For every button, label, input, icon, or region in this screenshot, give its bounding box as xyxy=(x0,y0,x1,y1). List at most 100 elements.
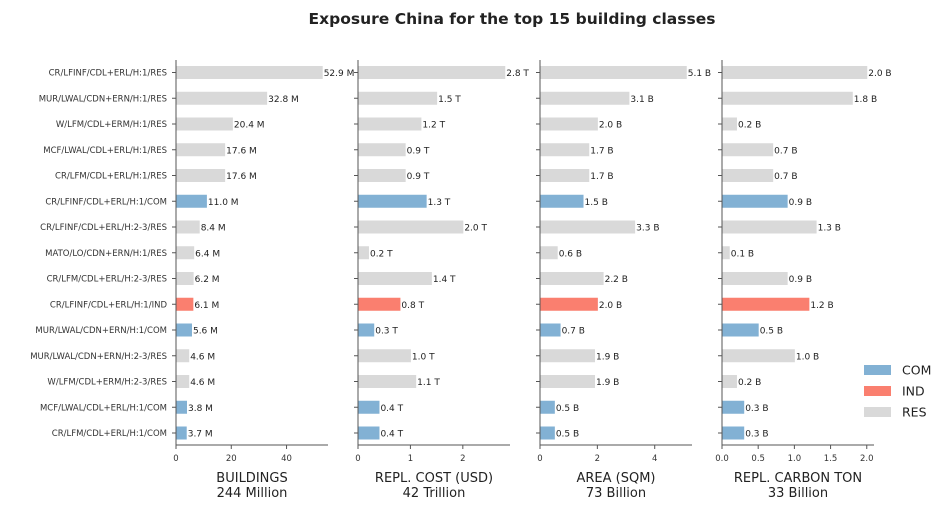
bar-value-label: 11.0 M xyxy=(208,198,239,208)
bar-value-label: 0.2 B xyxy=(738,378,761,388)
x-axis-label: REPL. COST (USD) xyxy=(375,471,493,486)
bar-res xyxy=(540,91,630,105)
x-axis-label: AREA (SQM) xyxy=(576,471,655,486)
bar-value-label: 0.7 B xyxy=(562,327,585,337)
bar-res xyxy=(540,349,595,363)
bar-value-label: 2.0 B xyxy=(599,301,622,311)
x-tick-label: 1.5 xyxy=(824,454,838,464)
bar-com xyxy=(176,194,207,208)
bar-res xyxy=(358,66,506,79)
bar-res xyxy=(176,91,268,105)
category-label: CR/LFM/CDL+ERL/H:1/COM xyxy=(52,429,167,439)
bar-value-label: 0.6 B xyxy=(559,249,582,259)
x-tick-label: 2 xyxy=(595,454,600,464)
bar-value-label: 20.4 M xyxy=(234,121,265,131)
bar-value-label: 3.8 M xyxy=(188,404,213,414)
x-tick-label: 0 xyxy=(355,454,360,464)
bar-res xyxy=(722,272,788,285)
legend: COM IND RES xyxy=(864,363,931,420)
x-axis-label: BUILDINGS xyxy=(216,471,287,486)
bar-value-label: 2.0 B xyxy=(868,69,891,79)
category-label: CR/LFINF/CDL+ERL/H:1/IND xyxy=(50,300,168,310)
category-label: W/LFM/CDL+ERM/H:1/RES xyxy=(56,120,167,130)
bar-com xyxy=(722,400,745,414)
bar-res xyxy=(540,220,636,234)
bar-res xyxy=(540,117,598,131)
bar-res xyxy=(722,220,817,234)
bar-res xyxy=(176,349,190,363)
x-tick-label: 2 xyxy=(460,454,465,464)
bar-res xyxy=(722,349,795,363)
bar-ind xyxy=(358,297,401,311)
x-axis-total: 42 Trillion xyxy=(403,486,466,501)
bar-value-label: 0.5 B xyxy=(556,404,579,414)
bar-value-label: 6.2 M xyxy=(195,275,220,285)
x-tick-label: 40 xyxy=(281,454,292,464)
bar-res xyxy=(358,169,406,182)
bar-value-label: 8.4 M xyxy=(201,224,226,234)
legend-swatch-com xyxy=(864,365,891,375)
bar-res xyxy=(722,91,853,105)
bar-res xyxy=(176,272,194,285)
bar-ind xyxy=(540,297,598,311)
bar-value-label: 52.9 M xyxy=(324,69,355,79)
x-tick-label: 1.0 xyxy=(788,454,802,464)
bar-value-label: 2.0 B xyxy=(599,121,622,131)
bar-value-label: 0.4 T xyxy=(380,430,403,440)
panel-2: 0 1 2 REPL. COST (USD)42 Trillion 2.8 T 1.5 T… xyxy=(354,60,529,501)
bar-com xyxy=(358,400,380,414)
category-label: MUR/LWAL/CDN+ERN/H:1/COM xyxy=(35,326,167,336)
bar-value-label: 0.3 T xyxy=(375,327,398,337)
bar-value-label: 32.8 M xyxy=(268,95,299,105)
category-label: MUR/LWAL/CDN+ERN/H:1/RES xyxy=(39,94,167,104)
bar-value-label: 0.3 B xyxy=(745,430,768,440)
bar-res xyxy=(540,143,590,157)
category-label: MCF/LWAL/CDL+ERL/H:1/RES xyxy=(43,146,167,156)
bar-value-label: 1.2 B xyxy=(810,301,833,311)
bar-value-label: 17.6 M xyxy=(226,172,257,182)
bar-com xyxy=(176,426,187,440)
category-label: CR/LFM/CDL+ERL/H:1/RES xyxy=(55,172,167,182)
bar-value-label: 17.6 M xyxy=(226,146,257,156)
x-tick-label: 0.0 xyxy=(715,454,729,464)
panel-3: 0 2 4 AREA (SQM)73 Billion 5.1 B 3.1 B 2.0 B 1.… xyxy=(536,60,711,501)
x-axis-label: REPL. CARBON TON xyxy=(734,471,862,486)
bar-res xyxy=(176,220,200,234)
bar-com xyxy=(540,400,555,414)
bar-value-label: 0.1 B xyxy=(731,249,754,259)
bar-value-label: 0.5 B xyxy=(556,430,579,440)
bar-res xyxy=(540,169,590,182)
bar-value-label: 4.6 M xyxy=(190,378,215,388)
bar-value-label: 1.9 B xyxy=(596,378,619,388)
bar-res xyxy=(722,117,737,131)
bar-value-label: 0.9 B xyxy=(789,198,812,208)
bar-res xyxy=(722,66,868,79)
bar-value-label: 1.3 B xyxy=(818,224,841,234)
bar-value-label: 1.7 B xyxy=(590,172,613,182)
bar-value-label: 1.9 B xyxy=(596,352,619,362)
bar-com xyxy=(540,323,561,337)
bar-value-label: 0.9 T xyxy=(407,172,430,182)
bar-res xyxy=(540,375,595,388)
bar-value-label: 0.2 B xyxy=(738,121,761,131)
bar-value-label: 0.5 B xyxy=(760,327,783,337)
x-tick-label: 1 xyxy=(408,454,413,464)
bar-res xyxy=(358,91,438,105)
bar-value-label: 1.1 T xyxy=(417,378,440,388)
bar-res xyxy=(358,272,432,285)
category-label: CR/LFINF/CDL+ERL/H:1/COM xyxy=(45,197,167,207)
bar-res xyxy=(540,66,687,79)
bar-ind xyxy=(722,297,810,311)
bar-res xyxy=(176,66,323,79)
bar-value-label: 1.2 T xyxy=(422,121,445,131)
category-label: MCF/LWAL/CDL+ERL/H:1/COM xyxy=(40,403,167,413)
bar-value-label: 1.5 T xyxy=(438,95,461,105)
x-axis-total: 244 Million xyxy=(217,486,288,501)
category-label: MUR/LWAL/CDN+ERN/H:2-3/RES xyxy=(30,352,167,362)
category-label: MATO/LO/CDN+ERN/H:1/RES xyxy=(45,249,167,259)
bar-value-label: 0.2 T xyxy=(370,249,393,259)
bar-ind xyxy=(176,297,194,311)
